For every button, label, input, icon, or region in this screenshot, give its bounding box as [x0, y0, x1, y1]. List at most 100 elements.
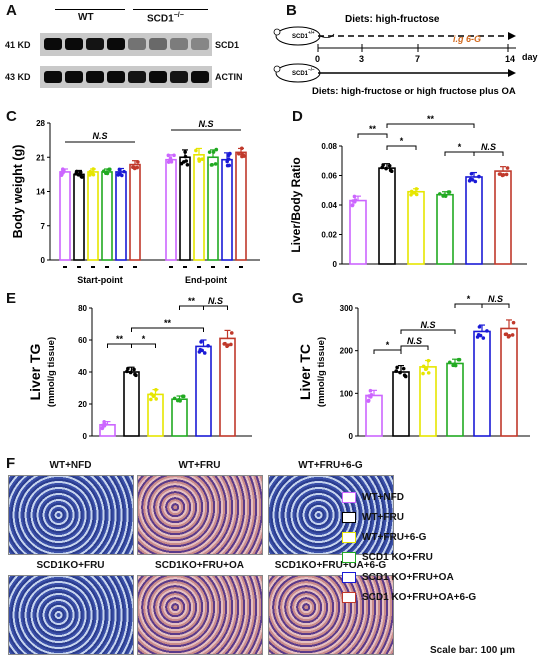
significance-label: * [467, 294, 471, 304]
significance-label: N.S [481, 142, 496, 152]
data-point [229, 342, 233, 347]
significance-label: N.S [208, 296, 223, 306]
data-point [149, 397, 153, 402]
data-point [125, 369, 129, 374]
data-point [426, 371, 431, 375]
legend-swatch [342, 492, 356, 503]
bar [349, 199, 367, 265]
data-point [503, 332, 508, 337]
significance-label: * [400, 136, 404, 146]
data-point [394, 369, 399, 373]
data-point [477, 174, 481, 179]
actin-band [86, 71, 104, 83]
data-point [198, 347, 203, 352]
data-point [166, 153, 171, 158]
data-point [447, 360, 452, 365]
protein-scd1: SCD1 [215, 40, 240, 50]
data-point [511, 320, 516, 325]
data-point [197, 157, 201, 161]
y-tick-label: 7 [41, 222, 46, 231]
data-point [76, 172, 81, 177]
legend-item: SCD1 KO+FRU [342, 552, 433, 563]
legend-item: WT+NFD [342, 492, 404, 503]
data-point [398, 370, 402, 375]
timeline-tick-label: 0 [315, 54, 320, 64]
legend-label: SCD1 KO+FRU [362, 552, 433, 563]
data-point [239, 146, 244, 151]
y-axis-label: Liver/Body Ratio [289, 157, 303, 252]
data-point [172, 396, 177, 401]
y-tick-label: 0.06 [321, 172, 337, 181]
data-point [409, 192, 413, 197]
mouse-bottom-icon [273, 63, 321, 83]
x-marker [169, 266, 173, 268]
wt-group-line [55, 9, 125, 10]
legend-item: SCD1 KO+FRU+OA [342, 572, 454, 583]
legend-item: WT+FRU+6-G [342, 532, 426, 543]
bar [123, 371, 140, 437]
data-point [505, 166, 510, 170]
data-point [395, 365, 399, 370]
data-point [91, 167, 96, 171]
histology-label: WT+NFD [49, 460, 92, 471]
protein-actin: ACTIN [215, 72, 243, 82]
y-tick-label: 300 [340, 304, 354, 313]
data-point [131, 165, 135, 170]
histology-label: WT+FRU+6-G [298, 460, 363, 471]
data-point [101, 169, 106, 173]
significance-bracket [386, 123, 475, 128]
y-tick-label: 0 [349, 432, 354, 441]
data-point [126, 366, 130, 371]
size-41kd: 41 KD [5, 40, 31, 50]
bar [407, 190, 425, 265]
data-point [172, 153, 176, 158]
data-point [451, 363, 455, 368]
data-point [473, 179, 478, 184]
data-point [504, 172, 509, 177]
data-point [117, 171, 121, 176]
timeline-tick-label: 3 [359, 54, 364, 64]
data-point [132, 367, 136, 372]
significance-label: * [386, 340, 390, 350]
data-point [222, 342, 227, 346]
panel-f-label: F [6, 455, 16, 472]
legend-label: WT+NFD [362, 492, 404, 503]
x-marker [63, 266, 67, 268]
x-marker [77, 266, 81, 268]
data-point [501, 173, 506, 177]
size-43kd: 43 KD [5, 72, 31, 82]
data-point [183, 154, 188, 159]
scd1-band [191, 38, 209, 50]
bar [179, 156, 191, 261]
data-point [236, 151, 241, 156]
significance-label: ** [164, 318, 172, 328]
x-marker [239, 266, 243, 268]
data-point [122, 169, 126, 174]
y-tick-label: 0 [333, 260, 338, 269]
scale-bar-label: Scale bar: 100 μm [430, 645, 516, 656]
data-point [79, 174, 84, 179]
data-point [507, 333, 512, 338]
scd1-blot [40, 33, 212, 56]
histology-label: SCD1KO+FRU+OA+6-G [274, 560, 387, 571]
data-point [120, 173, 124, 178]
bar [101, 171, 113, 261]
data-point [229, 331, 234, 335]
legend-swatch [342, 512, 356, 523]
data-point [401, 366, 406, 371]
histology-image [8, 475, 134, 555]
ko-group-line [133, 9, 208, 10]
data-point [168, 156, 173, 161]
y-tick-label: 0.04 [321, 201, 337, 210]
data-point [133, 372, 137, 377]
legend-label: SCD1 KO+FRU+OA [362, 572, 454, 583]
y-tick-label: 200 [340, 347, 354, 356]
svg-text:+/+: +/+ [308, 30, 315, 35]
data-point [441, 194, 445, 198]
significance-bracket [444, 151, 475, 156]
data-point [202, 351, 207, 355]
significance-bracket [131, 327, 204, 332]
svg-text:−/−: −/− [308, 67, 315, 72]
significance-label: N.S [407, 336, 422, 346]
